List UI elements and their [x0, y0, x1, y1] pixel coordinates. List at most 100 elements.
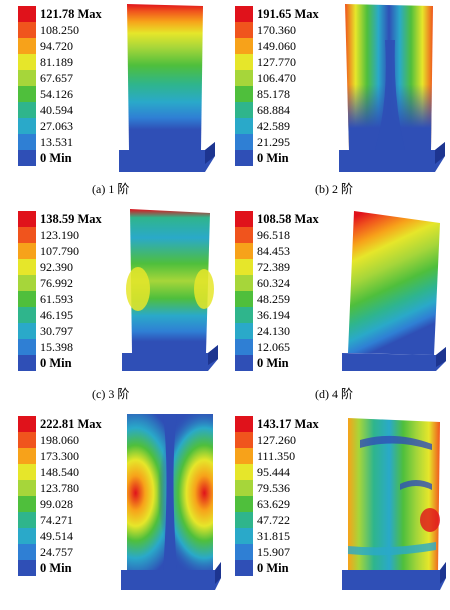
legend-swatch [235, 355, 253, 371]
caption-a: (a) 1 阶 [92, 182, 130, 196]
panel-a: 121.78 Max 108.250 94.720 81.189 67.657 … [0, 0, 225, 200]
legend-level-label: 27.063 [40, 119, 73, 133]
legend-swatch [18, 6, 36, 22]
legend-max-label: 191.65 Max [257, 7, 319, 21]
legend-swatch [18, 496, 36, 512]
legend-level-label: 127.770 [257, 55, 296, 69]
legend-swatch [18, 150, 36, 166]
legend-level-label: 24.757 [40, 545, 73, 559]
legend-level-label: 31.815 [257, 529, 290, 543]
legend-min-label: 0 Min [40, 356, 72, 370]
legend-level-label: 21.295 [257, 135, 290, 149]
legend-f: 143.17 Max 127.260 111.350 95.444 79.536… [235, 416, 350, 576]
legend-level-label: 79.536 [257, 481, 290, 495]
legend-level-label: 108.250 [40, 23, 79, 37]
legend-swatch [18, 102, 36, 118]
legend-swatch [235, 134, 253, 150]
legend-swatch [235, 118, 253, 134]
caption-c: (c) 3 阶 [92, 387, 130, 401]
legend-c: 138.59 Max 123.190 107.790 92.390 76.992… [18, 211, 133, 371]
legend-swatch [235, 291, 253, 307]
legend-level-label: 149.060 [257, 39, 296, 53]
legend-level-label: 15.398 [40, 340, 73, 354]
legend-level-label: 111.350 [257, 449, 296, 463]
legend-swatch [18, 560, 36, 576]
legend-swatch [18, 355, 36, 371]
legend-min-label: 0 Min [257, 561, 289, 575]
legend-e: 222.81 Max 198.060 173.300 148.540 123.7… [18, 416, 133, 576]
legend-level-label: 198.060 [40, 433, 79, 447]
legend-min-label: 0 Min [257, 356, 289, 370]
legend-swatch [235, 448, 253, 464]
blade-contour-b [339, 4, 445, 172]
legend-level-label: 173.300 [40, 449, 79, 463]
legend-level-label: 95.444 [257, 465, 290, 479]
legend-level-label: 68.884 [257, 103, 290, 117]
legend-swatch [235, 323, 253, 339]
panel-c: 138.59 Max 123.190 107.790 92.390 76.992… [0, 205, 225, 405]
legend-d: 108.58 Max 96.518 84.453 72.389 60.324 4… [235, 211, 350, 371]
legend-swatch [18, 323, 36, 339]
legend-swatch [18, 464, 36, 480]
panel-b: 191.65 Max 170.360 149.060 127.770 106.4… [225, 0, 450, 200]
legend-swatch [235, 544, 253, 560]
legend-swatch [235, 512, 253, 528]
legend-swatch [235, 22, 253, 38]
legend-level-label: 94.720 [40, 39, 73, 53]
legend-max-label: 222.81 Max [40, 417, 102, 431]
legend-swatch [18, 544, 36, 560]
legend-level-label: 12.065 [257, 340, 290, 354]
blade-contour-e [121, 414, 221, 590]
legend-swatch [18, 291, 36, 307]
legend-swatch [235, 528, 253, 544]
legend-level-label: 85.178 [257, 87, 290, 101]
legend-swatch [18, 416, 36, 432]
legend-level-label: 72.389 [257, 260, 290, 274]
legend-swatch [235, 416, 253, 432]
legend-swatch [235, 102, 253, 118]
legend-min-label: 0 Min [257, 151, 289, 165]
legend-swatch [18, 448, 36, 464]
legend-swatch [18, 70, 36, 86]
legend-max-label: 138.59 Max [40, 212, 102, 226]
legend-b: 191.65 Max 170.360 149.060 127.770 106.4… [235, 6, 350, 166]
legend-level-label: 42.589 [257, 119, 290, 133]
blade-contour-f [342, 418, 446, 590]
legend-level-label: 123.190 [40, 228, 79, 242]
panel-e: 222.81 Max 198.060 173.300 148.540 123.7… [0, 410, 225, 610]
legend-level-label: 92.390 [40, 260, 73, 274]
legend-level-label: 76.992 [40, 276, 73, 290]
legend-level-label: 13.531 [40, 135, 73, 149]
legend-swatch [235, 560, 253, 576]
legend-level-label: 40.594 [40, 103, 73, 117]
legend-level-label: 61.593 [40, 292, 73, 306]
legend-level-label: 15.907 [257, 545, 290, 559]
legend-level-label: 74.271 [40, 513, 73, 527]
legend-level-label: 99.028 [40, 497, 73, 511]
legend-swatch [235, 496, 253, 512]
legend-swatch [18, 227, 36, 243]
legend-level-label: 48.259 [257, 292, 290, 306]
legend-swatch [235, 86, 253, 102]
legend-swatch [18, 432, 36, 448]
legend-level-label: 30.797 [40, 324, 73, 338]
legend-level-label: 67.657 [40, 71, 73, 85]
legend-min-label: 0 Min [40, 561, 72, 575]
legend-max-label: 121.78 Max [40, 7, 102, 21]
legend-swatch [235, 6, 253, 22]
legend-swatch [235, 38, 253, 54]
legend-swatch [18, 243, 36, 259]
legend-level-label: 24.130 [257, 324, 290, 338]
legend-swatch [235, 70, 253, 86]
legend-swatch [235, 275, 253, 291]
legend-level-label: 127.260 [257, 433, 296, 447]
legend-level-label: 96.518 [257, 228, 290, 242]
legend-swatch [235, 243, 253, 259]
panel-d: 108.58 Max 96.518 84.453 72.389 60.324 4… [225, 205, 450, 405]
legend-swatch [18, 512, 36, 528]
legend-level-label: 106.470 [257, 71, 296, 85]
legend-swatch [18, 211, 36, 227]
legend-swatch [18, 22, 36, 38]
blade-contour-d [342, 211, 446, 371]
legend-level-label: 84.453 [257, 244, 290, 258]
